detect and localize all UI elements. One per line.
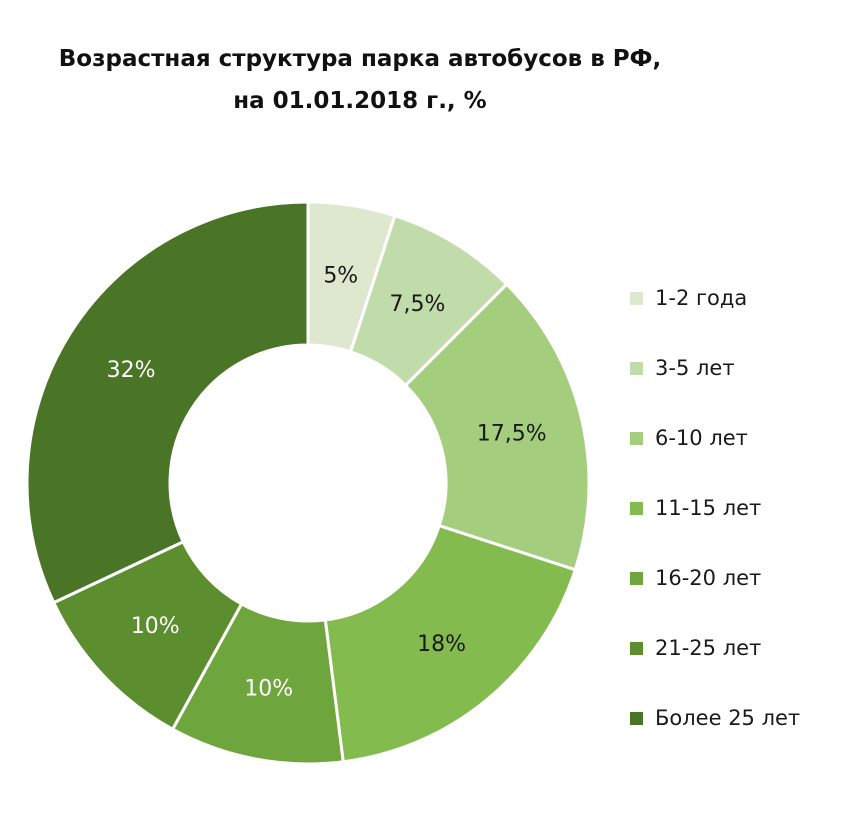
legend-item-7: Более 25 лет: [625, 702, 845, 772]
slice-data-label-7: 32%: [107, 358, 156, 383]
legend: 1-2 года 3-5 лет 6-10 лет 11-15 лет 16-20 ле…: [625, 282, 845, 772]
slice-data-label-4: 18%: [417, 632, 466, 657]
legend-swatch: [630, 432, 643, 445]
legend-swatch: [630, 712, 643, 725]
chart-title-line-2: на 01.01.2018 г., %: [233, 88, 487, 114]
legend-label: 11-15 лет: [655, 496, 762, 520]
donut-slice-3: [403, 282, 591, 572]
slice-data-label-3: 17,5%: [477, 422, 547, 447]
legend-item-6: 21-25 лет: [625, 632, 845, 702]
legend-label: Более 25 лет: [655, 706, 801, 730]
slice-data-label-1: 5%: [323, 264, 358, 289]
legend-swatch: [630, 292, 643, 305]
chart-title-line-1: Возрастная структура парка автобусов в Р…: [58, 46, 662, 72]
slice-data-label-2: 7,5%: [390, 292, 446, 317]
donut-slice-7: [25, 200, 310, 605]
legend-item-2: 3-5 лет: [625, 352, 845, 422]
legend-label: 21-25 лет: [655, 636, 762, 660]
legend-item-5: 16-20 лет: [625, 562, 845, 632]
legend-label: 1-2 года: [655, 286, 748, 310]
legend-swatch: [630, 502, 643, 515]
legend-item-3: 6-10 лет: [625, 422, 845, 492]
legend-label: 6-10 лет: [655, 426, 748, 450]
slice-data-label-6: 10%: [131, 614, 180, 639]
chart-title: Возрастная структура парка автобусов в Р…: [0, 38, 720, 122]
legend-item-4: 11-15 лет: [625, 492, 845, 562]
legend-item-1: 1-2 года: [625, 282, 845, 352]
legend-swatch: [630, 572, 643, 585]
legend-label: 3-5 лет: [655, 356, 735, 380]
legend-label: 16-20 лет: [655, 566, 762, 590]
slice-data-label-5: 10%: [244, 676, 293, 701]
donut-slice-4: [323, 523, 578, 764]
legend-swatch: [630, 642, 643, 655]
legend-swatch: [630, 362, 643, 375]
donut-chart: 5% 7,5% 17,5% 18% 10% 10% 32%: [25, 200, 591, 766]
